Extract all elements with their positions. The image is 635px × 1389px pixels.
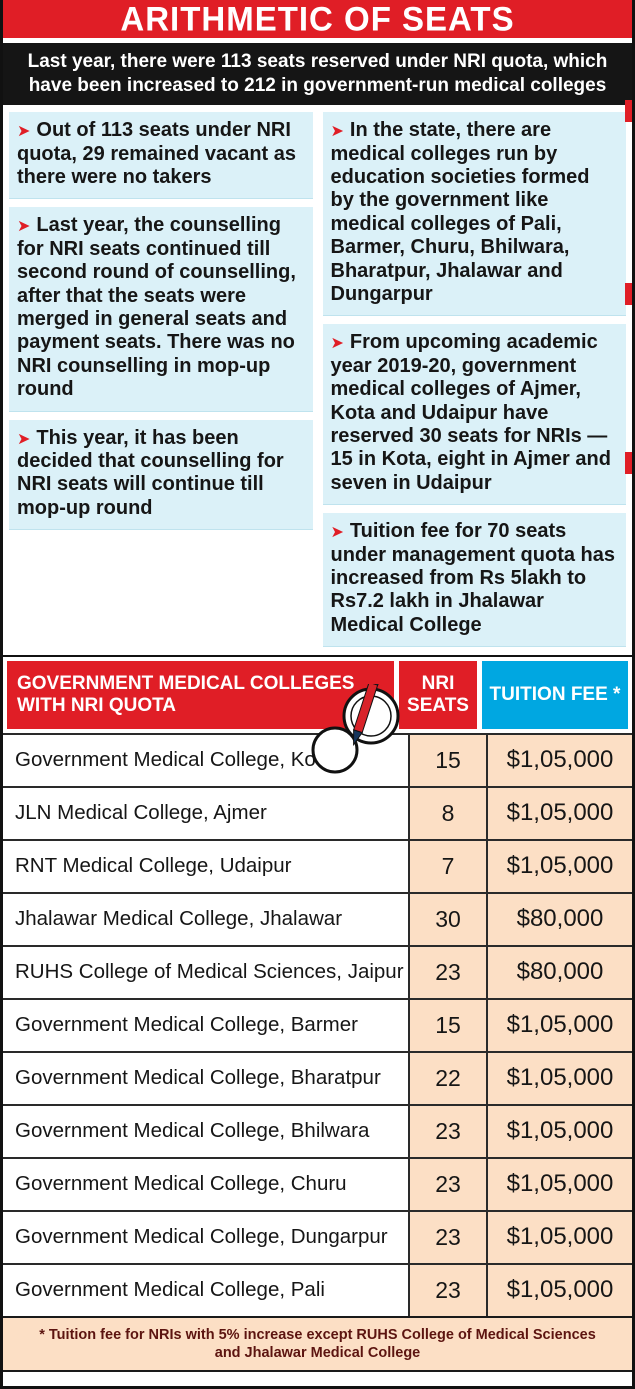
edge-marker — [625, 283, 632, 305]
table-row: RNT Medical College, Udaipur 7 $1,05,000 — [3, 838, 632, 892]
college-name: Government Medical College, Kota — [15, 748, 333, 772]
header-nri-seats: NRI SEATS — [399, 661, 477, 729]
bullet-section: ➤ Out of 113 seats under NRI quota, 29 re… — [3, 105, 632, 656]
bullet-item: ➤ From upcoming academic year 2019-20, go… — [322, 324, 626, 506]
college-name: Government Medical College, Dungarpur — [15, 1225, 388, 1249]
nri-seats-value: 23 — [408, 1211, 488, 1263]
edge-marker — [625, 452, 632, 474]
table-row: JLN Medical College, Ajmer 8 $1,05,000 — [3, 785, 632, 839]
tuition-fee-value: $1,05,000 — [488, 787, 632, 839]
college-name: Government Medical College, Bhilwara — [15, 1119, 370, 1143]
nri-seats-value: 23 — [408, 946, 488, 998]
tuition-fee-value: $1,05,000 — [488, 1105, 632, 1157]
bullet-arrow-icon: ➤ — [17, 430, 31, 448]
table-body: Government Medical College, Kota 15 $1,0… — [3, 732, 632, 1316]
bullet-text: This year, it has been decided that coun… — [17, 426, 284, 519]
college-name: Government Medical College, Barmer — [15, 1013, 358, 1037]
college-name: JLN Medical College, Ajmer — [15, 801, 267, 825]
table-row: Government Medical College, Bhilwara 23 … — [3, 1103, 632, 1157]
bullet-arrow-icon: ➤ — [17, 123, 31, 141]
subtitle-bar: Last year, there were 113 seats reserved… — [3, 41, 632, 106]
bullet-item: ➤ Last year, the counselling for NRI seat… — [9, 207, 313, 412]
edge-marker — [625, 100, 632, 122]
footnote: * Tuition fee for NRIs with 5% increase … — [3, 1315, 632, 1372]
table-row: Jhalawar Medical College, Jhalawar 30 $8… — [3, 891, 632, 945]
nri-seats-value: 8 — [408, 787, 488, 839]
tuition-fee-value: $80,000 — [488, 893, 632, 945]
bullet-item: ➤ In the state, there are medical college… — [322, 112, 626, 317]
college-name: Government Medical College, Bharatpur — [15, 1066, 381, 1090]
nri-seats-value: 15 — [408, 734, 488, 786]
header-college: GOVERNMENT MEDICAL COLLEGES WITH NRI QUO… — [7, 661, 394, 729]
bullet-text: Tuition fee for 70 seats under managemen… — [330, 520, 616, 636]
bullet-text: In the state, there are medical colleges… — [330, 119, 590, 305]
nri-seats-value: 23 — [408, 1105, 488, 1157]
bottom-strip — [3, 1372, 632, 1386]
college-name: RNT Medical College, Udaipur — [15, 854, 292, 878]
bullet-column-right: ➤ In the state, there are medical college… — [322, 112, 626, 648]
tuition-fee-value: $1,05,000 — [488, 999, 632, 1051]
bullet-text: Last year, the counselling for NRI seats… — [17, 214, 296, 401]
bullet-arrow-icon: ➤ — [330, 524, 344, 542]
nri-seats-value: 22 — [408, 1052, 488, 1104]
bullet-text: From upcoming academic year 2019-20, gov… — [330, 331, 611, 494]
tuition-fee-value: $1,05,000 — [488, 1052, 632, 1104]
bullet-column-left: ➤ Out of 113 seats under NRI quota, 29 re… — [9, 112, 313, 647]
bullet-item: ➤ Tuition fee for 70 seats under manageme… — [322, 513, 626, 648]
tuition-fee-value: $1,05,000 — [488, 1211, 632, 1263]
title-band: ARITHMETIC OF SEATS — [3, 0, 632, 38]
bullet-item: ➤ Out of 113 seats under NRI quota, 29 re… — [9, 112, 313, 200]
nri-seats-value: 15 — [408, 999, 488, 1051]
nri-seats-value: 23 — [408, 1158, 488, 1210]
nri-seats-value: 30 — [408, 893, 488, 945]
bullet-arrow-icon: ➤ — [330, 123, 344, 141]
bullet-item: ➤ This year, it has been decided that cou… — [9, 419, 313, 531]
college-name: Government Medical College, Pali — [15, 1278, 325, 1302]
nri-seats-value: 7 — [408, 840, 488, 892]
nri-seats-value: 23 — [408, 1264, 488, 1316]
tuition-fee-value: $1,05,000 — [488, 1158, 632, 1210]
table-header: GOVERNMENT MEDICAL COLLEGES WITH NRI QUO… — [3, 655, 632, 733]
tuition-fee-value: $1,05,000 — [488, 734, 632, 786]
tuition-fee-value: $1,05,000 — [488, 840, 632, 892]
table-row: Government Medical College, Churu 23 $1,… — [3, 1156, 632, 1210]
table-row: Government Medical College, Barmer 15 $1… — [3, 997, 632, 1051]
bullet-text: Out of 113 seats under NRI quota, 29 rem… — [17, 119, 297, 189]
table-row: Government Medical College, Dungarpur 23… — [3, 1209, 632, 1263]
bullet-arrow-icon: ➤ — [330, 335, 344, 353]
table-row: Government Medical College, Kota 15 $1,0… — [3, 732, 632, 786]
tuition-fee-value: $1,05,000 — [488, 1264, 632, 1316]
table-row: Government Medical College, Bharatpur 22… — [3, 1050, 632, 1104]
table-row: RUHS College of Medical Sciences, Jaipur… — [3, 944, 632, 998]
college-name: Jhalawar Medical College, Jhalawar — [15, 907, 343, 931]
page-title: ARITHMETIC OF SEATS — [120, 0, 515, 38]
table-row: Government Medical College, Pali 23 $1,0… — [3, 1262, 632, 1316]
college-name: Government Medical College, Churu — [15, 1172, 347, 1196]
tuition-fee-value: $80,000 — [488, 946, 632, 998]
college-name: RUHS College of Medical Sciences, Jaipur — [15, 960, 404, 984]
bullet-arrow-icon: ➤ — [17, 218, 31, 236]
header-tuition-fee: TUITION FEE * — [482, 661, 628, 729]
